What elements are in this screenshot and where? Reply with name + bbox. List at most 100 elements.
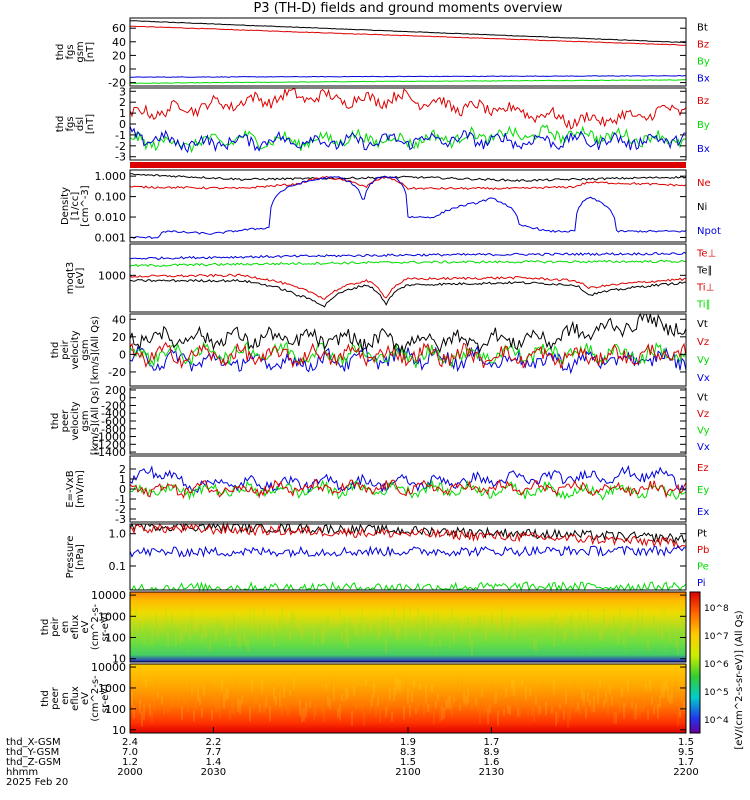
ylabel-line: [1/cc] xyxy=(70,192,81,221)
xaxis-value: 2030 xyxy=(201,767,226,778)
xaxis-value: 8.3 xyxy=(400,747,416,758)
series-Bz-line xyxy=(130,25,686,46)
series-Ni-line xyxy=(129,173,687,183)
colorbar-tick: 10^8 xyxy=(704,604,729,614)
ytick-label: 0.001 xyxy=(95,231,127,244)
legend-entry: By xyxy=(697,120,710,131)
xaxis-value: 1.7 xyxy=(678,757,694,768)
ylabel-line: (cm^2-s- xyxy=(90,603,101,650)
ytick-label: 1.000 xyxy=(95,170,127,183)
date-label: 2025 Feb 20 xyxy=(6,777,68,788)
ytick-label: 2 xyxy=(119,463,126,476)
ytick-label: 0 xyxy=(119,118,126,131)
series-Bx-line xyxy=(129,125,686,154)
panel-frame xyxy=(129,17,687,87)
panel-frame xyxy=(129,591,687,663)
xaxis-value: 8.9 xyxy=(483,747,499,758)
xaxis-value: 2130 xyxy=(479,767,504,778)
ytick-label: -1 xyxy=(115,129,126,142)
legend-entry: Ti∥ xyxy=(696,300,711,311)
ylabel-line: thd xyxy=(50,342,61,359)
spectrogram-texture xyxy=(129,677,685,728)
legend-entry: Ey xyxy=(697,485,709,496)
legend-entry: Bx xyxy=(697,74,710,85)
xaxis-value: 7.0 xyxy=(122,747,138,758)
ytick-label: 0 xyxy=(119,348,126,361)
legend-entry: Vy xyxy=(697,425,710,436)
ytick-label: 20 xyxy=(112,331,126,344)
panel-frame xyxy=(129,313,687,387)
colorbar-tick: 10^6 xyxy=(704,660,729,670)
legend-entry: Pt xyxy=(697,528,707,539)
ytick-label: 1000 xyxy=(98,682,126,695)
red-strip xyxy=(130,162,686,168)
colorbar-label: [eV/(cm^2-s-sr-eV)] (All Qs) xyxy=(734,610,745,749)
ylabel-line: peer xyxy=(60,409,71,433)
ylabel-line: thd xyxy=(50,413,61,430)
ylabel-line: thd xyxy=(40,619,51,636)
ylabel-line: [nPa] xyxy=(75,544,86,570)
series-Bz-line xyxy=(129,87,687,130)
xaxis-row-label: hhmm xyxy=(6,767,38,778)
ylabel-line: [km/s](All Qs) xyxy=(90,316,101,384)
ylabel-line: velocity xyxy=(70,401,81,440)
ytick-label: 0.010 xyxy=(95,211,127,224)
xaxis-value: 2000 xyxy=(117,767,142,778)
ytick-label: -20 xyxy=(108,366,126,379)
ytick-label: 40 xyxy=(112,313,126,326)
ylabel-line: eV xyxy=(80,692,91,705)
xaxis-value: 2.2 xyxy=(205,737,221,748)
ylabel-line: moqt3 xyxy=(65,262,76,295)
ytick-label: 2 xyxy=(119,96,126,109)
ytick-label: 1 xyxy=(119,473,126,486)
ylabel-line: eflux xyxy=(70,686,81,711)
xaxis-value: 2.4 xyxy=(122,737,138,748)
colorbar-tick: 10^4 xyxy=(704,716,729,726)
ytick-label: 1.0 xyxy=(109,528,127,541)
panel-10: 10 100 1000 10000 thd peer en eflux eV (cm^2-s-sr… xyxy=(40,661,687,737)
colorbar-tick: 10^5 xyxy=(704,688,729,698)
xaxis-value: 1.5 xyxy=(400,757,416,768)
legend-entry: Bx xyxy=(697,144,710,155)
legend-entry: Vx xyxy=(697,442,710,453)
ylabel-line: sr-eV) xyxy=(100,612,111,641)
legend-entry: Vz xyxy=(697,337,709,348)
ytick-label: -20 xyxy=(108,77,126,90)
ylabel-line: thd xyxy=(55,44,66,61)
series-Ti-line xyxy=(129,273,687,300)
series-Vt-line xyxy=(129,312,687,355)
legend-entry: Vx xyxy=(697,373,710,384)
legend-entry: Bz xyxy=(697,40,709,51)
ytick-label: 1000 xyxy=(98,269,126,282)
series-Pb-line xyxy=(129,522,687,549)
legend-entry: Vt xyxy=(697,392,708,403)
ylabel-line: fgs xyxy=(65,44,76,59)
series-Ex-line xyxy=(129,464,687,494)
legend-entry: By xyxy=(697,57,710,68)
ylabel-line: eflux xyxy=(70,615,81,640)
bottom-axis: thd_X-GSM 2.4 2.2 1.9 1.7 1.5 thd_Y-GSM 7.0 7.7 8… xyxy=(6,727,699,788)
ytick-label: -3 xyxy=(115,513,126,526)
ytick-label: 1 xyxy=(119,107,126,120)
xaxis-value: 1.2 xyxy=(122,757,138,768)
panel-frame xyxy=(129,87,687,161)
colorbar-tick: 10^7 xyxy=(704,632,729,642)
spectrogram-fill xyxy=(130,592,686,662)
ytick-label: -1400 xyxy=(94,446,126,459)
legend-entry: Pe xyxy=(697,561,709,572)
xaxis-value: 9.5 xyxy=(678,747,694,758)
series-Pi-line xyxy=(129,545,687,559)
ylabel-line: gsm xyxy=(75,41,86,62)
ytick-label: 0 xyxy=(119,63,126,76)
xaxis-row-label: thd_Y-GSM xyxy=(6,747,59,758)
series-Ey-line xyxy=(129,478,687,501)
ytick-label: -600 xyxy=(101,415,126,428)
ylabel-line: peer xyxy=(50,686,61,710)
legend-entry: Vz xyxy=(697,409,709,420)
series-Ez-line xyxy=(129,478,687,500)
series-By-line xyxy=(129,79,686,84)
